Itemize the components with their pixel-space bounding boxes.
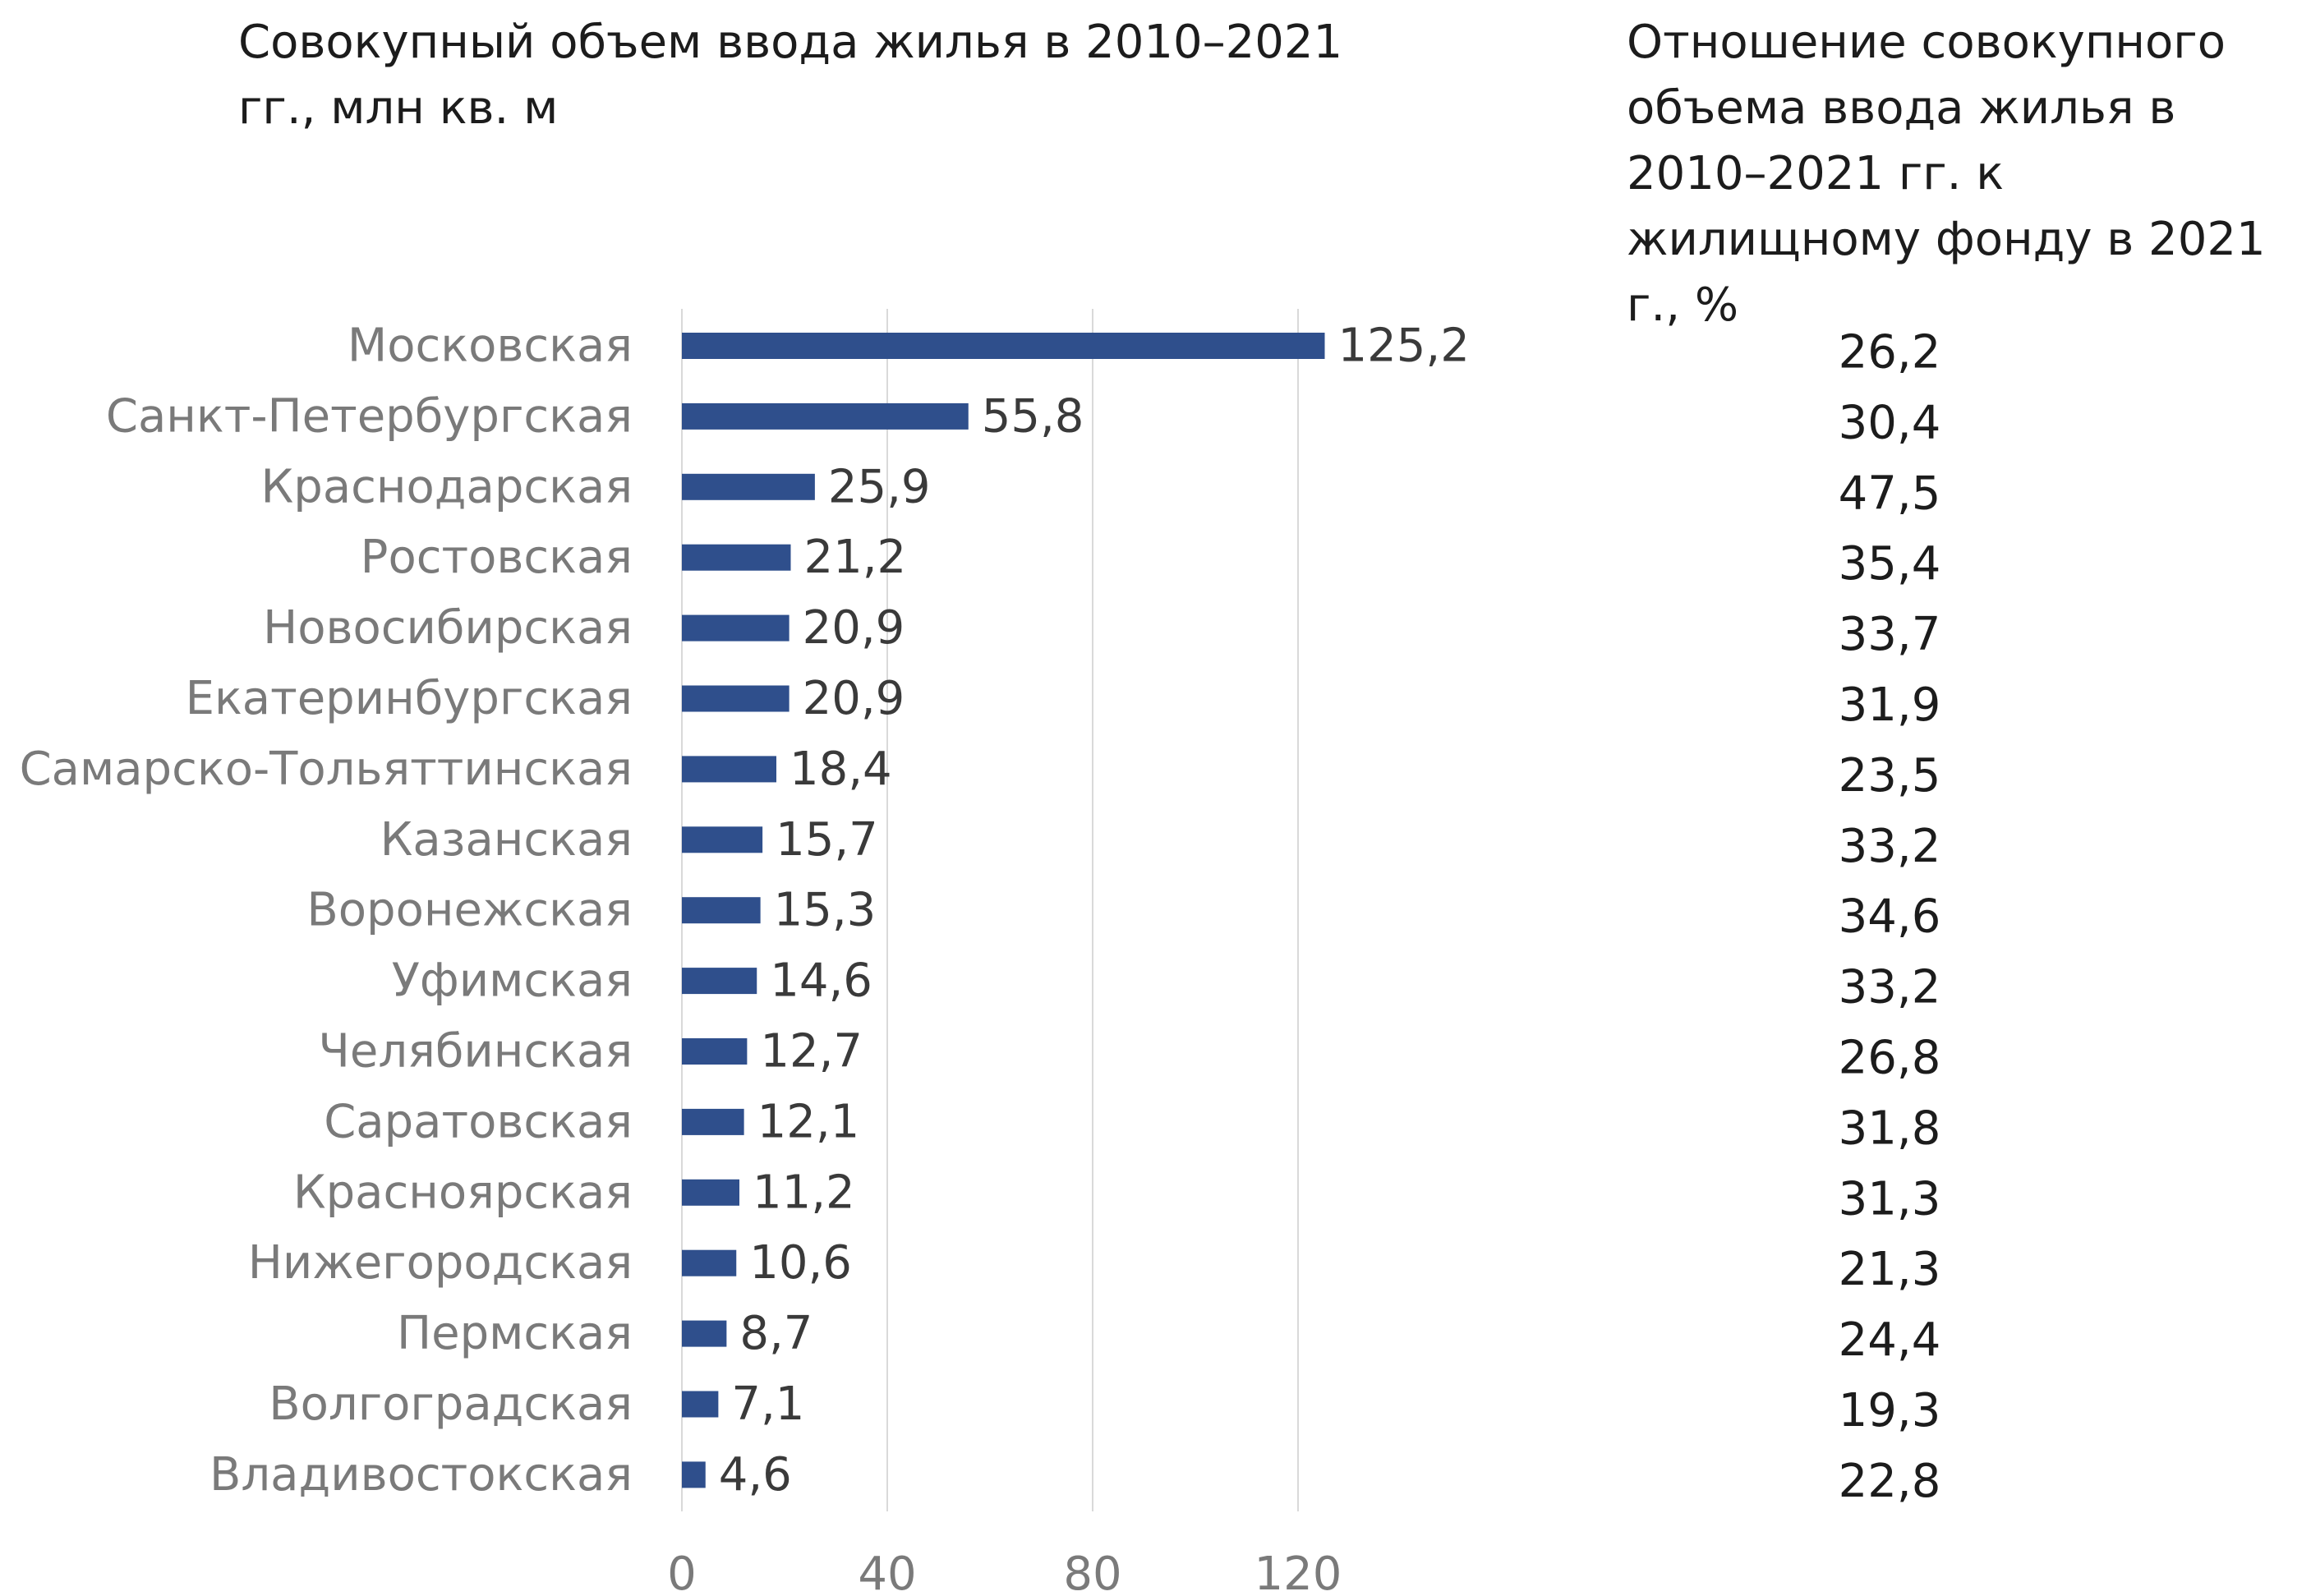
category-label: Самарско-Тольяттинская [20, 743, 633, 796]
data-label: 55,8 [982, 389, 1084, 443]
category-label: Челябинская [319, 1025, 633, 1079]
bar [682, 614, 790, 642]
bar [682, 756, 776, 783]
ratio-value: 21,3 [1839, 1243, 1941, 1296]
x-tick-label: 40 [858, 1548, 916, 1596]
bar [682, 402, 969, 430]
category-label: Екатеринбургская [186, 672, 633, 725]
x-tick-label: 120 [1254, 1548, 1342, 1596]
category-label: Казанская [380, 813, 633, 867]
category-label: Санкт-Петербургская [106, 389, 633, 443]
data-label: 10,6 [749, 1236, 852, 1290]
x-tick-label: 0 [667, 1548, 697, 1596]
category-label: Красноярская [293, 1166, 633, 1219]
data-label: 11,2 [753, 1166, 855, 1219]
bar [682, 544, 791, 571]
bar [682, 1461, 706, 1488]
category-labels: Московская Санкт-Петербургская Краснодарск… [20, 320, 633, 1502]
data-label: 25,9 [828, 460, 931, 513]
bar [682, 968, 757, 995]
data-label: 15,3 [774, 884, 877, 937]
data-label: 125,2 [1338, 320, 1470, 373]
ratio-value: 19,3 [1839, 1384, 1941, 1437]
ratio-value: 24,4 [1839, 1313, 1941, 1367]
ratio-value: 31,9 [1839, 678, 1941, 732]
bar [682, 333, 1325, 359]
category-label: Владивостокская [209, 1448, 633, 1502]
data-label: 4,6 [719, 1448, 792, 1502]
category-label: Новосибирская [263, 601, 633, 655]
data-label: 20,9 [803, 601, 905, 655]
ratio-value: 30,4 [1839, 396, 1941, 449]
category-label: Краснодарская [261, 460, 633, 513]
bar [682, 1391, 719, 1418]
ratio-value: 34,6 [1839, 890, 1941, 944]
category-label: Воронежская [306, 884, 633, 937]
left-chart-title: Совокупный объем ввода жилья в 2010–2021… [238, 16, 1343, 135]
data-label: 15,7 [776, 813, 878, 867]
data-label: 21,2 [804, 531, 907, 584]
bar [682, 826, 763, 853]
ratio-value: 31,8 [1839, 1102, 1941, 1155]
bar [682, 1038, 748, 1065]
category-label: Саратовская [324, 1095, 633, 1148]
ratio-value: 31,3 [1839, 1172, 1941, 1226]
category-label: Ростовская [361, 531, 633, 584]
data-label: 12,7 [760, 1025, 863, 1079]
data-label: 8,7 [739, 1307, 813, 1360]
bar [682, 897, 761, 924]
data-label: 14,6 [770, 954, 872, 1008]
bar [682, 473, 815, 500]
ratio-value: 33,7 [1839, 608, 1941, 661]
category-label: Пермская [397, 1307, 633, 1360]
ratio-value: 26,8 [1839, 1032, 1941, 1085]
category-label: Нижегородская [248, 1236, 633, 1290]
bar [682, 1249, 737, 1276]
bar [682, 685, 790, 712]
data-label: 18,4 [790, 743, 892, 796]
data-label: 7,1 [731, 1378, 804, 1431]
data-label: 20,9 [803, 672, 905, 725]
category-label: Волгоградская [269, 1378, 633, 1431]
ratio-value: 33,2 [1839, 820, 1941, 873]
ratio-value: 35,4 [1839, 537, 1941, 591]
category-label: Уфимская [392, 954, 633, 1008]
ratio-column: 26,2 30,4 47,5 35,4 33,7 31,9 23,5 33,2 34,6 33,2… [1839, 326, 1941, 1508]
bar [682, 1108, 744, 1135]
ratio-value: 47,5 [1839, 467, 1941, 520]
bar [682, 1320, 727, 1347]
right-column-title: Отношение совокупного объема ввода жилья… [1627, 16, 2266, 332]
ratio-value: 26,2 [1839, 326, 1941, 379]
data-label: 12,1 [757, 1095, 860, 1148]
bar [682, 1179, 739, 1206]
ratio-value: 22,8 [1839, 1455, 1941, 1508]
x-tick-label: 80 [1063, 1548, 1121, 1596]
x-axis-ticks: 0 40 80 120 [667, 1548, 1342, 1596]
value-labels: 125,2 55,8 25,9 21,2 20,9 20,9 18,4 15,7 15,3 14,… [719, 320, 1470, 1502]
category-label: Московская [348, 320, 633, 373]
ratio-value: 33,2 [1839, 961, 1941, 1014]
ratio-value: 23,5 [1839, 749, 1941, 803]
bars [682, 333, 1325, 1488]
